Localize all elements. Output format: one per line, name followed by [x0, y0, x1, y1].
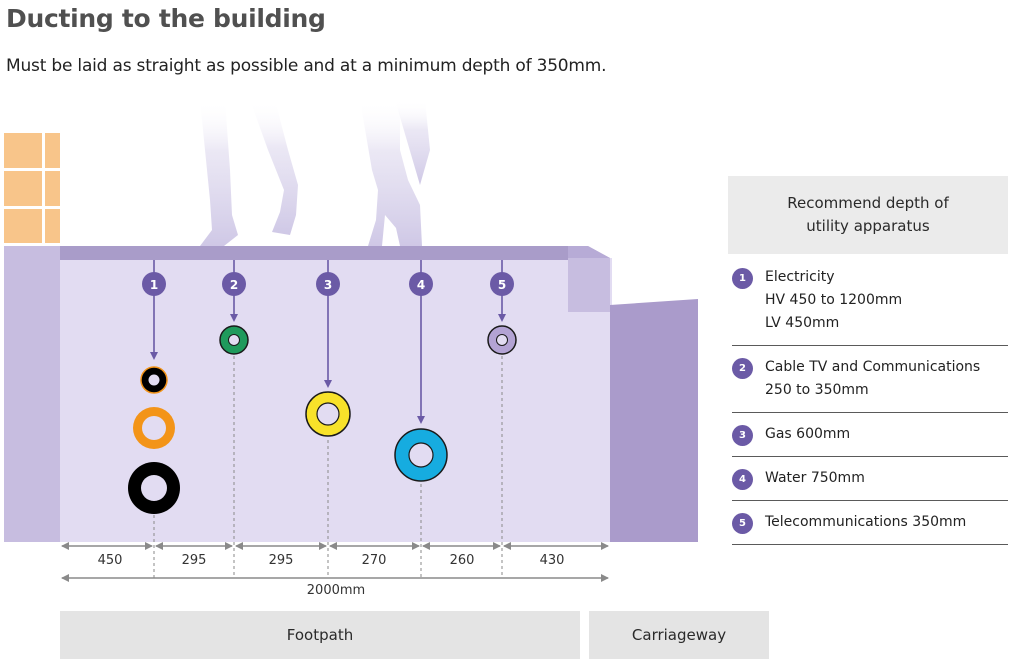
- legend-number-badge: 3: [732, 425, 753, 446]
- dimension-label: 450: [97, 553, 123, 568]
- page-subtitle: Must be laid as straight as possible and…: [6, 56, 607, 76]
- legend-text: LV 450mm: [765, 315, 840, 331]
- electricity-pipe-small: [140, 366, 168, 394]
- dimension-label: 430: [539, 553, 565, 568]
- cable-tv-pipe: [219, 325, 249, 355]
- legend-number-badge: 5: [732, 513, 753, 534]
- gas-pipe: [305, 391, 351, 437]
- svg-text:5: 5: [498, 278, 506, 292]
- legend-text: 250 to 350mm: [765, 382, 869, 398]
- legend-text: Water 750mm: [765, 470, 865, 486]
- electricity-pipe-orange: [133, 407, 175, 449]
- svg-text:1: 1: [150, 278, 158, 292]
- legend-text: Cable TV and Communications: [765, 359, 981, 375]
- legend-heading-line: utility apparatus: [806, 217, 930, 235]
- dimension-label: 270: [361, 553, 387, 568]
- legend-text: Gas 600mm: [765, 426, 851, 442]
- legend-number-badge: 1: [732, 268, 753, 289]
- legend-item-telecom: 5 Telecommunications 350mm: [732, 511, 1008, 545]
- carriageway-block: [610, 299, 698, 542]
- carriageway-zone: Carriageway: [589, 611, 769, 659]
- svg-text:3: 3: [324, 278, 332, 292]
- guide-lines: [153, 356, 503, 578]
- building-foundation: [4, 246, 60, 542]
- total-width-label: 2000mm: [306, 583, 366, 598]
- kerb: [568, 246, 610, 312]
- marker-2: 2: [222, 272, 246, 296]
- legend-item-electricity: 1 Electricity HV 450 to 1200mm LV 450mm: [732, 266, 1008, 346]
- footpath-zone: Footpath: [60, 611, 580, 659]
- marker-3: 3: [316, 272, 340, 296]
- building-bricks: [4, 133, 60, 243]
- dimension-arrows: [61, 542, 609, 582]
- legend-text: Electricity: [765, 269, 835, 285]
- legend-heading: Recommend depth of utility apparatus: [728, 176, 1008, 254]
- svg-text:2: 2: [230, 278, 238, 292]
- electricity-pipe-black: [128, 462, 180, 514]
- pedestrian-silhouette: [200, 100, 430, 246]
- dimension-label: 295: [268, 553, 294, 568]
- dimension-label: 295: [181, 553, 207, 568]
- legend-list: 1 Electricity HV 450 to 1200mm LV 450mm …: [732, 266, 1008, 545]
- legend-text: Telecommunications 350mm: [765, 514, 967, 530]
- water-pipe: [394, 428, 448, 482]
- legend-item-gas: 3 Gas 600mm: [732, 423, 1008, 457]
- legend-number-badge: 4: [732, 469, 753, 490]
- marker-5: 5: [490, 272, 514, 296]
- marker-1: 1: [142, 272, 166, 296]
- legend-item-cable-tv: 2 Cable TV and Communications 250 to 350…: [732, 356, 1008, 413]
- dimension-label: 260: [449, 553, 475, 568]
- svg-text:4: 4: [417, 278, 425, 292]
- telecom-pipe: [487, 325, 517, 355]
- footpath-surface: [60, 246, 570, 260]
- legend-text: HV 450 to 1200mm: [765, 292, 903, 308]
- page-title: Ducting to the building: [6, 4, 326, 33]
- legend-heading-line: Recommend depth of: [787, 194, 949, 212]
- legend-item-water: 4 Water 750mm: [732, 467, 1008, 501]
- marker-4: 4: [409, 272, 433, 296]
- legend-number-badge: 2: [732, 358, 753, 379]
- soil-section-road: [568, 310, 612, 542]
